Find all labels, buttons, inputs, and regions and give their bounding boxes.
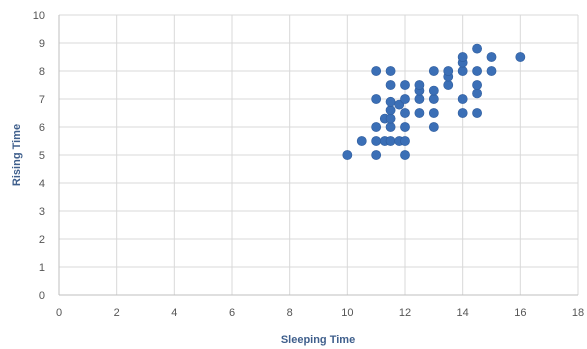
- y-tick-label: 2: [39, 234, 45, 246]
- data-point: [472, 66, 482, 76]
- data-point: [400, 122, 410, 132]
- data-point: [385, 80, 396, 90]
- data-point: [385, 113, 396, 124]
- data-point: [515, 52, 526, 62]
- x-axis-title: Sleeping Time: [281, 334, 355, 346]
- y-tick-label: 8: [39, 66, 45, 78]
- data-point: [400, 108, 410, 118]
- data-point: [400, 80, 410, 90]
- y-tick-labels: 0 1 2 3 4 5 6 7 8 9 10: [33, 10, 45, 302]
- data-point: [457, 52, 468, 62]
- data-point: [371, 122, 382, 132]
- data-point: [486, 52, 497, 62]
- y-tick-label: 0: [39, 290, 45, 302]
- y-tick-label: 6: [39, 122, 45, 134]
- data-point: [457, 94, 468, 104]
- data-point: [371, 136, 382, 146]
- data-point: [385, 66, 396, 76]
- data-point: [400, 150, 410, 160]
- data-point: [472, 88, 482, 99]
- y-tick-label: 7: [39, 94, 45, 106]
- x-tick-label: 14: [457, 307, 469, 319]
- y-tick-label: 10: [33, 10, 45, 22]
- x-tick-label: 2: [114, 307, 120, 319]
- y-tick-label: 1: [39, 262, 45, 274]
- x-tick-label: 16: [514, 307, 526, 319]
- data-point: [428, 122, 439, 132]
- data-point: [371, 66, 382, 76]
- data-point: [371, 94, 382, 104]
- x-tick-label: 0: [56, 307, 62, 319]
- data-point: [342, 150, 353, 160]
- data-point: [472, 80, 482, 90]
- axis-lines: [58, 15, 578, 296]
- y-axis-title: Rising Time: [11, 124, 23, 186]
- data-point: [428, 66, 439, 76]
- data-point: [371, 150, 382, 160]
- data-point: [414, 80, 425, 90]
- data-point: [400, 136, 410, 146]
- x-tick-label: 18: [572, 307, 584, 319]
- data-point: [385, 136, 396, 146]
- data-point: [472, 43, 482, 54]
- data-point: [428, 108, 439, 118]
- data-point: [356, 136, 367, 146]
- data-point: [385, 96, 396, 107]
- y-tick-label: 3: [39, 206, 45, 218]
- data-point: [428, 94, 439, 104]
- data-point: [443, 66, 454, 76]
- grid-lines: [59, 14, 579, 295]
- data-point: [457, 66, 468, 76]
- data-point: [385, 122, 396, 132]
- y-tick-label: 4: [39, 178, 45, 190]
- data-point: [428, 85, 439, 96]
- y-tick-label: 5: [39, 150, 45, 162]
- data-point: [472, 108, 482, 118]
- data-point: [400, 94, 410, 104]
- x-tick-label: 6: [229, 307, 235, 319]
- data-point: [385, 105, 396, 116]
- x-tick-labels: 0 2 4 6 8 10 12 14 16 18: [56, 307, 584, 319]
- data-points: [342, 43, 526, 160]
- x-tick-label: 8: [287, 307, 293, 319]
- x-tick-label: 12: [399, 307, 411, 319]
- y-tick-label: 9: [39, 38, 45, 50]
- x-tick-label: 10: [341, 307, 353, 319]
- data-point: [414, 108, 425, 118]
- data-point: [486, 66, 497, 76]
- data-point: [414, 94, 425, 104]
- data-point: [443, 80, 454, 90]
- x-tick-label: 4: [171, 307, 177, 319]
- data-point: [457, 108, 468, 118]
